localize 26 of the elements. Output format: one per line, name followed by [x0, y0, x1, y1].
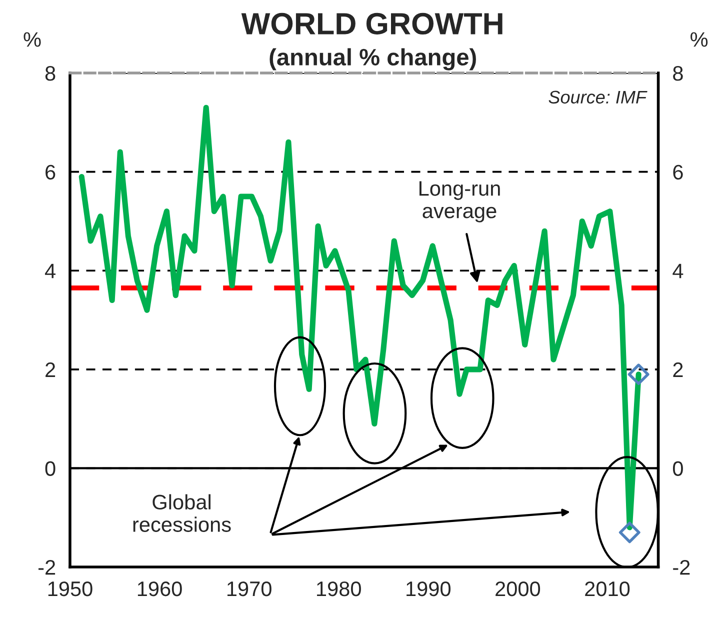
x-tick-label: 2000 [496, 581, 540, 596]
y2-tick-label: 0 [672, 461, 683, 476]
x-tick-label: 1960 [138, 581, 182, 596]
y2-tick-label: 2 [673, 362, 683, 377]
y2-tick-label: 4 [672, 264, 684, 278]
chart-subtitle: (annual % change) [270, 48, 476, 70]
y-axis-title: % [24, 32, 41, 47]
y-tick-label: 0 [45, 461, 56, 476]
x-tick-label: 1970 [227, 581, 272, 596]
x-tick-label: 1990 [406, 581, 451, 596]
y-tick-label: 4 [44, 264, 56, 278]
x-tick-label: 2010 [585, 581, 630, 596]
annotation: Global recessions [133, 494, 231, 532]
ref-line-label: Long-run average [420, 181, 500, 222]
y-tick-label: -2 [38, 560, 56, 575]
y2-tick-label: -2 [673, 560, 690, 575]
x-tick-label: 1980 [317, 581, 361, 596]
y-tick-label: 6 [46, 164, 56, 180]
chart-title: WORLD GROWTH [241, 12, 502, 35]
y-tick-label: 2 [46, 362, 56, 377]
annotation: Source: IMF [548, 90, 648, 104]
y2-tick-label: 6 [673, 164, 683, 180]
y-tick-label: 8 [45, 66, 56, 81]
y2-tick-label: 8 [673, 66, 683, 81]
y2-axis-title: % [690, 32, 708, 47]
x-tick-label: 1950 [48, 581, 92, 596]
